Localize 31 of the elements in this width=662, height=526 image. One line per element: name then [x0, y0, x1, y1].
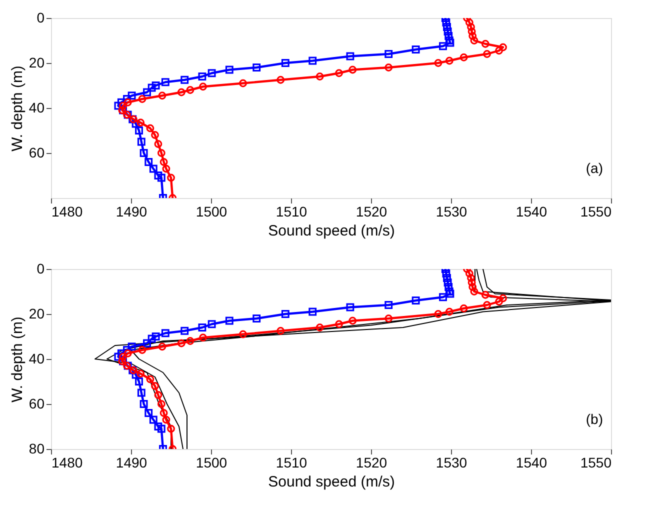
- x-axis-title: Sound speed (m/s): [268, 474, 395, 490]
- x-tick-label: 1490: [116, 454, 148, 470]
- x-axis-title: Sound speed (m/s): [268, 222, 395, 240]
- x-tick-label: 1480: [52, 204, 83, 220]
- y-tick-label: 20: [28, 306, 45, 322]
- x-tick-label: 1550: [580, 454, 612, 470]
- x-tick-label: 1510: [276, 454, 308, 470]
- annotation: (a): [586, 160, 603, 176]
- y-tick-label: 40: [28, 350, 45, 366]
- y-tick-label: 80: [28, 440, 45, 456]
- x-tick-label: 1510: [276, 204, 308, 220]
- y-tick-label: 0: [36, 10, 45, 26]
- x-tick-label: 1520: [356, 204, 388, 220]
- y-tick-label: 60: [28, 144, 45, 160]
- annotation: (b): [586, 411, 603, 427]
- x-tick-label: 1490: [116, 204, 148, 220]
- x-tick-label: 1540: [516, 454, 548, 470]
- x-tick-label: 1500: [196, 204, 228, 220]
- x-tick-label: 1500: [196, 454, 228, 470]
- x-tick-label: 1530: [436, 454, 468, 470]
- x-tick-label: 1520: [356, 454, 388, 470]
- x-tick-label: 1480: [52, 454, 83, 470]
- y-tick-label: 60: [28, 396, 45, 412]
- y-tick-label: 20: [28, 54, 45, 70]
- x-tick-label: 1550: [580, 204, 612, 220]
- y-axis-title: W. depth (m): [8, 316, 26, 402]
- y-tick-label: 40: [28, 100, 45, 116]
- y-tick-label: 0: [36, 260, 45, 276]
- x-tick-label: 1530: [436, 204, 468, 220]
- x-tick-label: 1540: [516, 204, 548, 220]
- y-axis-title: W. depth (m): [8, 66, 26, 152]
